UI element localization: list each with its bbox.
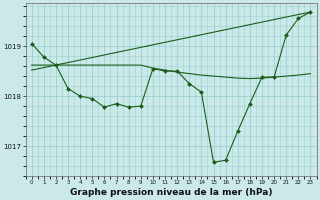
X-axis label: Graphe pression niveau de la mer (hPa): Graphe pression niveau de la mer (hPa)	[70, 188, 272, 197]
